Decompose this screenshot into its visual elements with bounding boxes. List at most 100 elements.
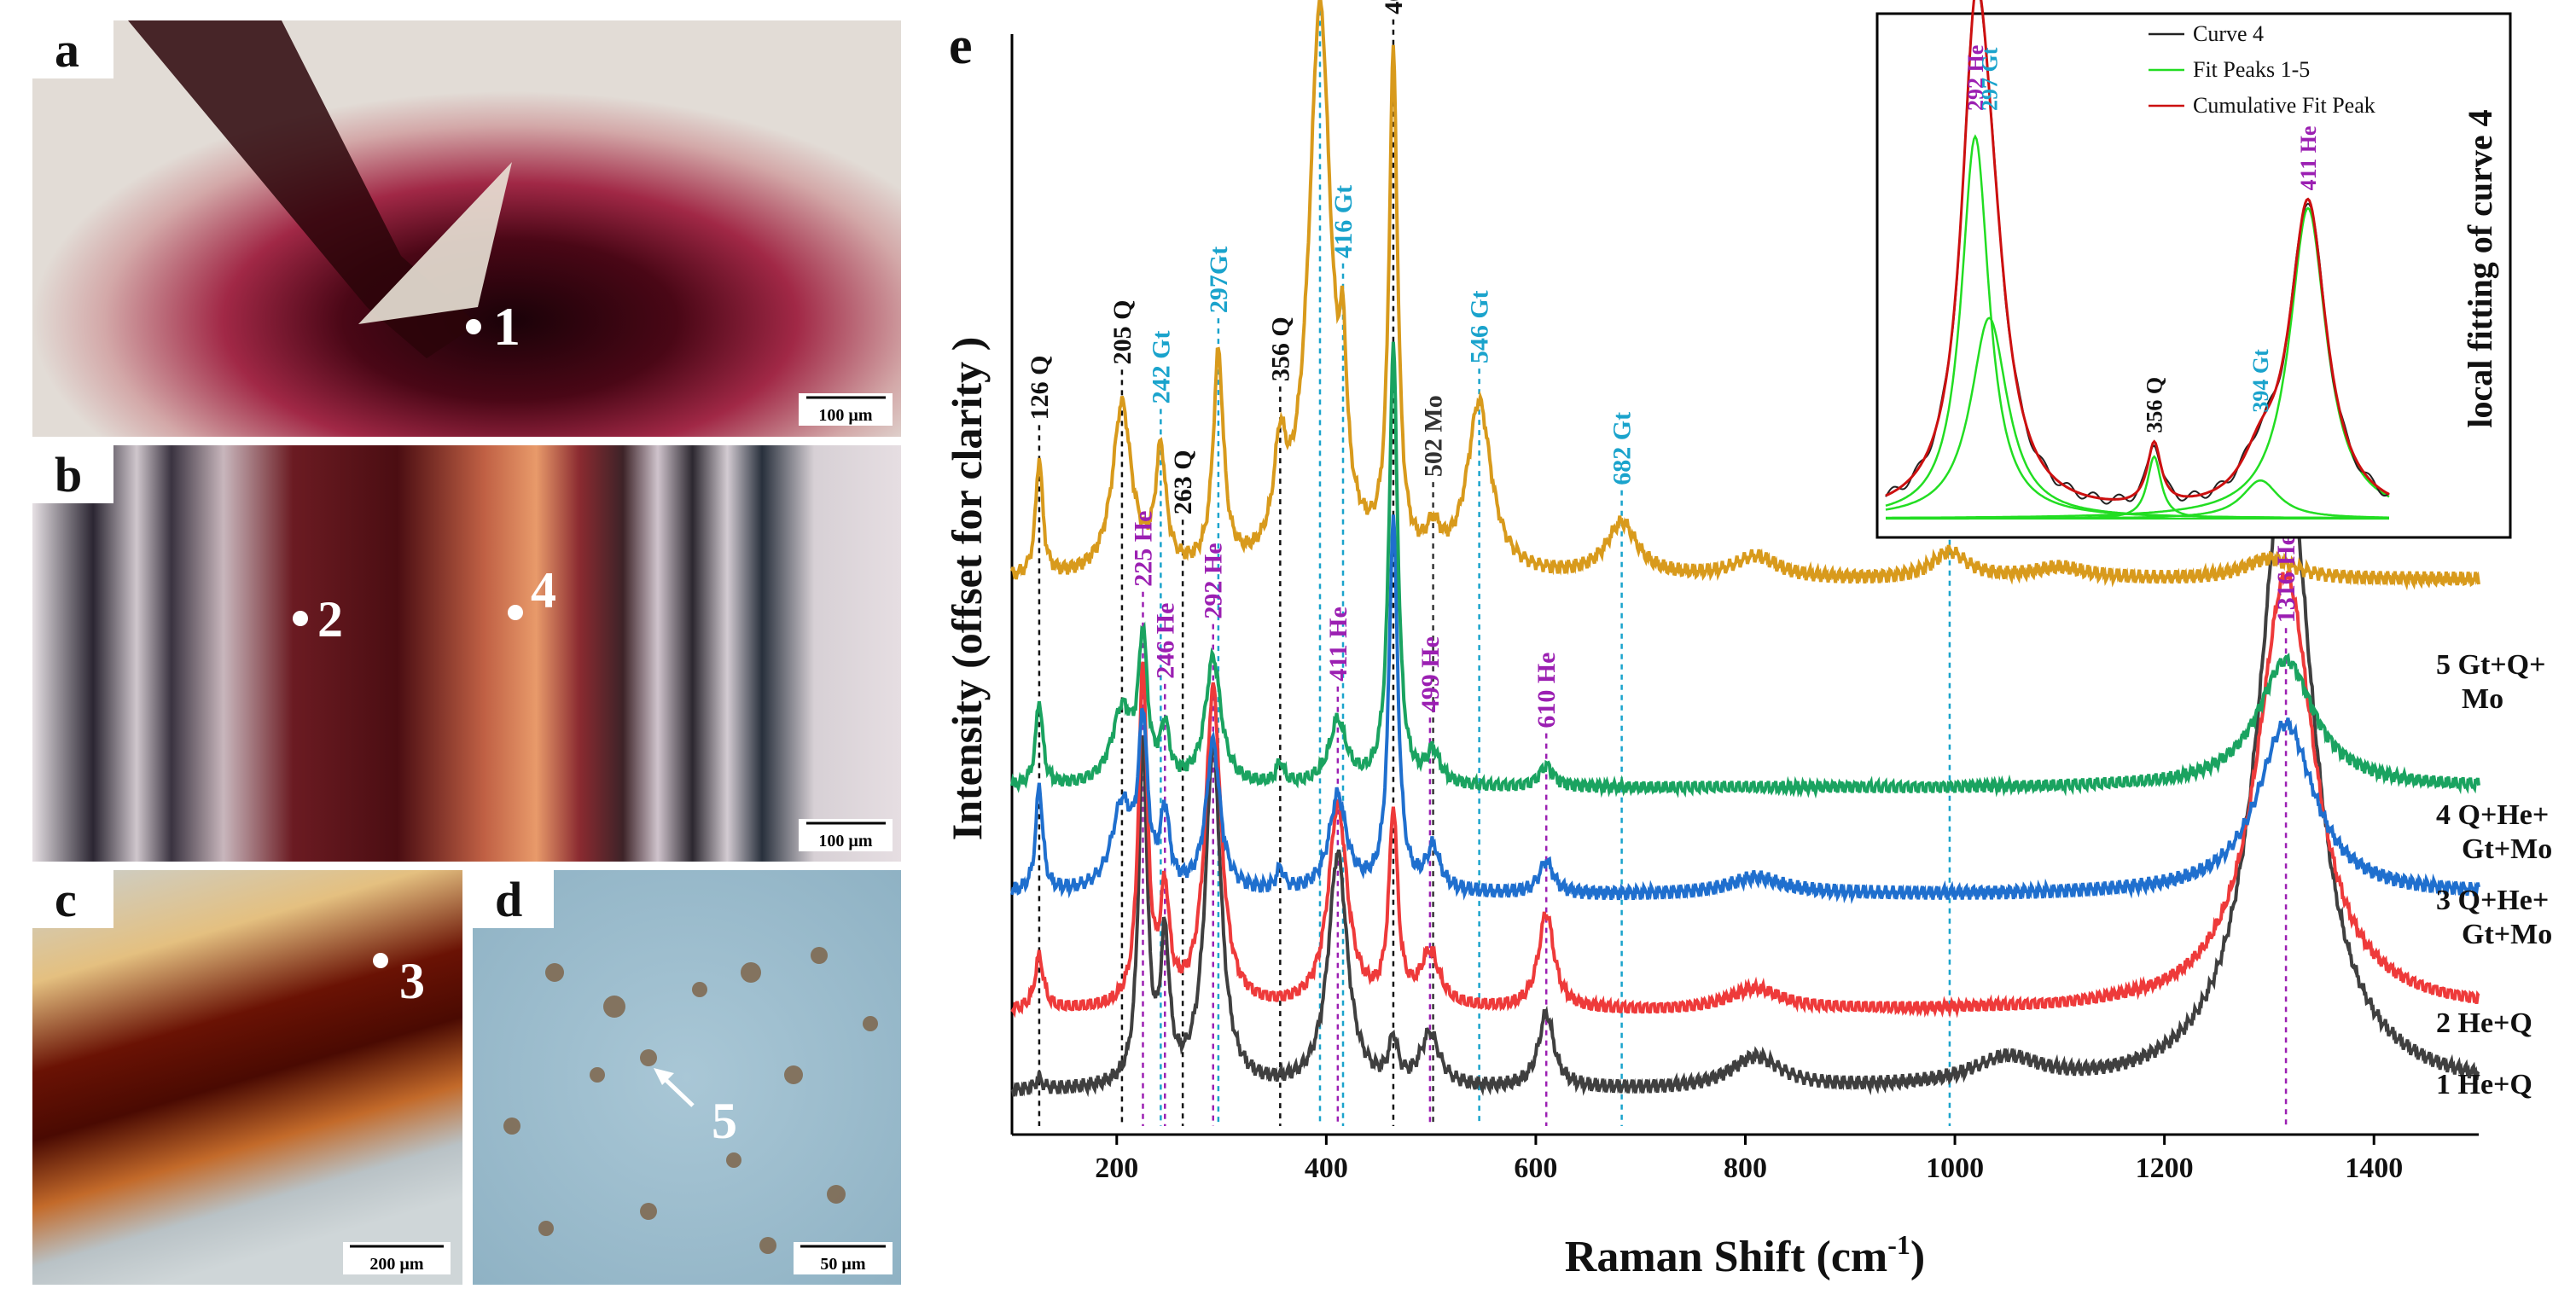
panel-c: c 3 200 µm	[32, 870, 462, 1285]
inset-frame	[1875, 12, 2512, 539]
scalebar-c-label: 200 µm	[369, 1255, 424, 1274]
series-label-line: 4 Q+He+	[2436, 799, 2549, 831]
point-1-label: 1	[493, 296, 520, 357]
peak-label-205: 205 Q	[1108, 300, 1137, 365]
panel-e-letter: e	[949, 17, 973, 75]
series-label-line: 2 He+Q	[2436, 1007, 2532, 1039]
scalebar-a-label: 100 µm	[818, 406, 873, 425]
series-label-1: 1 He+Q	[2436, 1069, 2532, 1100]
series-label-line: 5 Gt+Q+	[2436, 649, 2545, 681]
point-4-label: 4	[531, 562, 556, 618]
legend-fit-peaks: Fit Peaks 1-5	[2193, 57, 2310, 82]
point-1-marker	[466, 319, 481, 334]
peak-label-610: 610 He	[1532, 653, 1561, 729]
micrograph-b	[32, 445, 901, 862]
spectra	[1010, 0, 2480, 1098]
x-tick-label: 1200	[2136, 1152, 2194, 1184]
inset-peak-label-292: 292 He	[1963, 45, 1988, 111]
legend-curve4: Curve 4	[2193, 21, 2264, 46]
peak-label-297: 297Gt	[1205, 247, 1233, 313]
peak-label-502: 502 Mo	[1420, 395, 1448, 477]
peak-label-356: 356 Q	[1266, 316, 1294, 381]
peak-label-499: 499 He	[1416, 636, 1445, 712]
panel-c-letter-box	[32, 870, 113, 928]
x-axis-label-tail: )	[1910, 1233, 1925, 1281]
peak-guide-lines	[1038, 0, 2288, 1126]
peak-label-411: 411 He	[1324, 607, 1352, 682]
panel-b: b 2 4 100 µm	[32, 445, 901, 862]
inset-peak-label-297: 297 Gt	[1977, 47, 2002, 111]
peak-label-242: 242 Gt	[1147, 331, 1175, 404]
peak-label-1316: 1316 He	[2272, 534, 2300, 623]
inset-peak-label-411: 411 He	[2296, 126, 2321, 191]
panel-a-letter-box	[32, 20, 113, 78]
panel-d-letter-box	[473, 870, 554, 928]
x-tick-label: 200	[1095, 1152, 1138, 1184]
inset-title: local fitting of curve 4	[2461, 109, 2499, 427]
inset-curves	[1885, 0, 2390, 520]
peak-label-682: 682 Gt	[1608, 412, 1637, 485]
panel-b-letter: b	[55, 447, 82, 502]
particle-field	[503, 947, 878, 1254]
point-2-label: 2	[317, 591, 343, 647]
inset-peak-label-394: 394 Gt	[2248, 349, 2273, 413]
spectrum-curve-2	[1010, 569, 2480, 1019]
peak-label-292: 292 He	[1200, 543, 1228, 618]
x-tick-label: 800	[1724, 1152, 1767, 1184]
point-5-arrowhead	[654, 1068, 674, 1085]
x-ticks: 200 400 600 800 1000 1200 1400	[1095, 1135, 2403, 1184]
micrograph-d	[473, 870, 901, 1285]
point-3-marker	[373, 953, 388, 968]
series-label-line: Gt+Mo	[2462, 833, 2552, 865]
y-axis-label: Intensity (offset for clarity )	[943, 337, 991, 841]
scalebar-d-label: 50 µm	[820, 1255, 866, 1274]
panel-c-letter: c	[55, 872, 77, 927]
spectrum-curve-4	[1010, 341, 2480, 799]
series-label-4: 4 Q+He+ Gt+Mo	[2436, 799, 2552, 865]
x-axis-label-superscript: -1	[1887, 1229, 1910, 1260]
point-5-label: 5	[712, 1093, 737, 1149]
series-label-5: 5 Gt+Q+ Mo	[2436, 649, 2545, 715]
panel-b-letter-box	[32, 445, 113, 503]
inset-legend: Curve 4 Fit Peaks 1-5 Cumulative Fit Pea…	[2149, 21, 2375, 118]
x-tick-label: 1000	[1926, 1152, 1984, 1184]
legend-cumulative: Cumulative Fit Peak	[2193, 93, 2375, 118]
micrograph-c	[32, 870, 462, 1285]
peak-label-126: 126 Q	[1026, 355, 1054, 420]
panel-a: a 1 100 µm	[32, 20, 901, 437]
x-tick-label: 600	[1514, 1152, 1557, 1184]
x-axis-label-main: Raman Shift (cm	[1565, 1233, 1887, 1281]
spectrum-curve-3	[1010, 514, 2480, 905]
peak-label-546: 546 Gt	[1466, 290, 1494, 363]
panel-d-letter: d	[495, 872, 522, 927]
panel-a-letter: a	[55, 22, 79, 78]
x-tick-label: 400	[1305, 1152, 1348, 1184]
point-3-label: 3	[399, 953, 425, 1009]
x-tick-label: 1400	[2345, 1152, 2403, 1184]
series-label-line: Mo	[2462, 683, 2503, 715]
inset-cumulative-fit	[1885, 0, 2390, 501]
peak-label-225: 225 He	[1129, 511, 1157, 587]
point-2-marker	[293, 611, 308, 626]
peak-label-263: 263 Q	[1169, 450, 1197, 514]
series-label-2: 2 He+Q	[2436, 1007, 2532, 1039]
point-4-marker	[508, 605, 523, 620]
x-axis-label: Raman Shift (cm-1)	[1565, 1229, 1925, 1281]
spectrum-curve-1	[1010, 445, 2480, 1098]
series-label-line: 1 He+Q	[2436, 1069, 2532, 1100]
series-label-line: 3 Q+He+	[2436, 885, 2549, 916]
panel-e: e 200 400 600 800 1000 1200 1400 Intensity (of…	[943, 0, 2552, 1281]
inset-peak-label-356: 356 Q	[2143, 377, 2167, 433]
series-label-3: 3 Q+He+ Gt+Mo	[2436, 885, 2552, 950]
scalebar-b-label: 100 µm	[818, 832, 873, 850]
panel-d: d 5 50 µm	[473, 870, 901, 1285]
inset-fit-peak-4	[1886, 479, 2389, 520]
series-label-line: Gt+Mo	[2462, 919, 2552, 950]
peak-label-416: 416 Gt	[1329, 185, 1358, 258]
spectrum-curve-5	[1010, 0, 2480, 591]
inset-fit-peak-5	[1886, 206, 2390, 520]
series-labels: 1 He+Q2 He+Q3 Q+He+ Gt+Mo4 Q+He+ Gt+Mo5 Gt…	[2436, 649, 2552, 1100]
